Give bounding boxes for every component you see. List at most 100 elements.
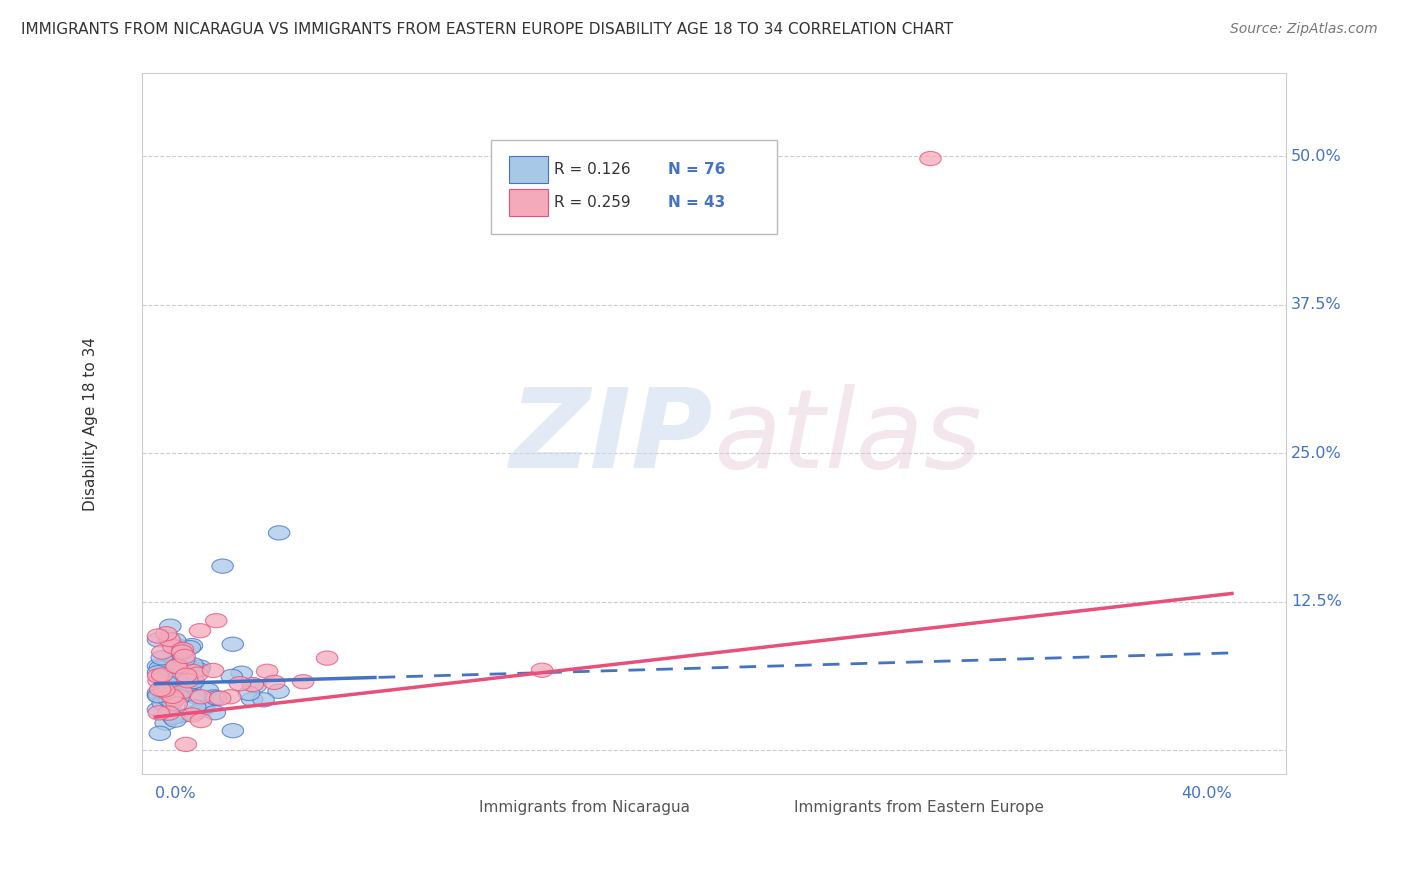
Ellipse shape: [159, 687, 181, 701]
Ellipse shape: [169, 690, 190, 704]
Ellipse shape: [188, 663, 209, 677]
Text: Immigrants from Eastern Europe: Immigrants from Eastern Europe: [794, 800, 1043, 815]
Ellipse shape: [155, 716, 177, 731]
Ellipse shape: [222, 637, 243, 651]
Ellipse shape: [172, 685, 193, 699]
Ellipse shape: [172, 668, 194, 682]
Ellipse shape: [153, 683, 176, 698]
Ellipse shape: [190, 714, 212, 728]
Ellipse shape: [187, 667, 208, 681]
Ellipse shape: [162, 695, 183, 709]
Text: ZIP: ZIP: [510, 384, 714, 491]
Ellipse shape: [169, 661, 190, 675]
Ellipse shape: [221, 669, 243, 683]
Ellipse shape: [166, 656, 187, 670]
Ellipse shape: [156, 683, 177, 698]
Ellipse shape: [186, 706, 208, 719]
Text: 37.5%: 37.5%: [1291, 297, 1341, 312]
Text: R = 0.126: R = 0.126: [554, 162, 630, 178]
Ellipse shape: [920, 152, 941, 166]
Ellipse shape: [191, 700, 214, 714]
Ellipse shape: [167, 640, 188, 655]
Ellipse shape: [159, 693, 180, 707]
Ellipse shape: [181, 707, 202, 722]
Ellipse shape: [157, 706, 180, 721]
Text: atlas: atlas: [714, 384, 983, 491]
Ellipse shape: [160, 669, 181, 683]
Ellipse shape: [148, 659, 169, 673]
Text: N = 76: N = 76: [668, 162, 725, 178]
Ellipse shape: [205, 691, 226, 706]
Text: R = 0.259: R = 0.259: [554, 195, 630, 211]
Ellipse shape: [152, 696, 173, 710]
Ellipse shape: [181, 639, 202, 653]
Ellipse shape: [149, 682, 172, 697]
Ellipse shape: [202, 664, 224, 678]
Text: 25.0%: 25.0%: [1291, 446, 1341, 461]
Ellipse shape: [172, 645, 193, 659]
Ellipse shape: [162, 686, 183, 700]
Ellipse shape: [177, 673, 198, 688]
Ellipse shape: [172, 642, 194, 657]
Ellipse shape: [183, 665, 204, 679]
Ellipse shape: [150, 650, 173, 665]
Ellipse shape: [269, 525, 290, 540]
Ellipse shape: [179, 640, 201, 655]
Text: N = 43: N = 43: [668, 195, 725, 211]
Ellipse shape: [148, 703, 169, 717]
Ellipse shape: [173, 653, 195, 667]
Ellipse shape: [162, 710, 184, 724]
Ellipse shape: [245, 679, 267, 693]
FancyBboxPatch shape: [509, 189, 548, 216]
Ellipse shape: [242, 692, 263, 706]
Ellipse shape: [205, 614, 226, 628]
Ellipse shape: [165, 673, 187, 687]
Ellipse shape: [153, 686, 174, 700]
Ellipse shape: [165, 633, 186, 648]
Ellipse shape: [170, 709, 191, 723]
Ellipse shape: [194, 701, 215, 715]
Ellipse shape: [156, 676, 179, 690]
Ellipse shape: [197, 683, 219, 698]
Text: 0.0%: 0.0%: [155, 786, 195, 801]
Text: 50.0%: 50.0%: [1291, 149, 1341, 163]
Ellipse shape: [316, 651, 337, 665]
Ellipse shape: [156, 685, 177, 699]
Ellipse shape: [222, 723, 243, 738]
Ellipse shape: [186, 690, 207, 704]
Ellipse shape: [152, 661, 174, 675]
Ellipse shape: [242, 678, 263, 691]
Ellipse shape: [148, 669, 169, 683]
Ellipse shape: [156, 626, 177, 640]
Ellipse shape: [181, 657, 202, 672]
Ellipse shape: [253, 693, 274, 707]
Ellipse shape: [159, 632, 180, 647]
Ellipse shape: [148, 689, 169, 703]
Ellipse shape: [156, 668, 179, 682]
Ellipse shape: [148, 689, 169, 703]
Ellipse shape: [169, 664, 190, 678]
Ellipse shape: [209, 691, 231, 706]
Ellipse shape: [176, 668, 197, 682]
Ellipse shape: [148, 665, 169, 680]
Text: IMMIGRANTS FROM NICARAGUA VS IMMIGRANTS FROM EASTERN EUROPE DISABILITY AGE 18 TO: IMMIGRANTS FROM NICARAGUA VS IMMIGRANTS …: [21, 22, 953, 37]
Text: Immigrants from Nicaragua: Immigrants from Nicaragua: [479, 800, 690, 815]
Ellipse shape: [165, 713, 186, 727]
Ellipse shape: [190, 690, 212, 704]
Ellipse shape: [531, 663, 553, 677]
Ellipse shape: [174, 683, 195, 698]
Ellipse shape: [166, 680, 188, 694]
Ellipse shape: [163, 692, 186, 706]
Ellipse shape: [159, 674, 181, 689]
Ellipse shape: [148, 686, 169, 700]
Ellipse shape: [165, 680, 187, 694]
Ellipse shape: [204, 690, 225, 704]
Text: 12.5%: 12.5%: [1291, 594, 1343, 609]
Ellipse shape: [163, 709, 184, 723]
Ellipse shape: [219, 690, 240, 704]
Ellipse shape: [184, 700, 205, 714]
Ellipse shape: [149, 661, 170, 675]
FancyBboxPatch shape: [491, 139, 776, 235]
Ellipse shape: [166, 659, 187, 673]
Ellipse shape: [267, 684, 290, 698]
